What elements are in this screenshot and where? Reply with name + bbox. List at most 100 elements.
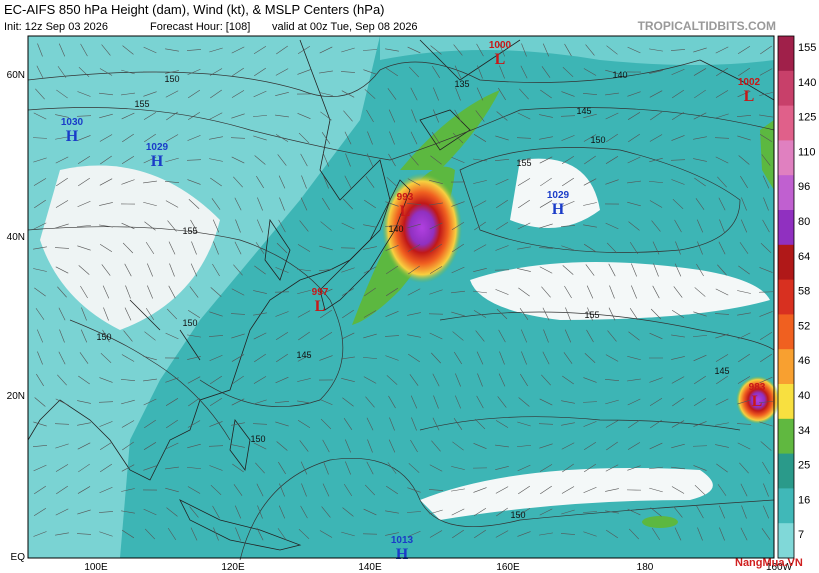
wind-barb xyxy=(583,243,597,253)
wind-barb xyxy=(278,219,286,233)
wind-barb xyxy=(539,200,553,208)
wind-barb xyxy=(762,219,770,233)
wind-barb xyxy=(253,135,267,141)
wind-barb xyxy=(277,528,287,540)
wind-barb xyxy=(759,114,773,118)
wind-barb xyxy=(693,311,707,317)
wind-barb xyxy=(564,43,572,57)
wind-barb xyxy=(366,109,374,123)
wind-barb xyxy=(498,87,506,101)
wind-barb xyxy=(362,49,378,51)
wind-barb xyxy=(495,135,509,141)
wind-barb xyxy=(299,440,309,452)
wind-barb xyxy=(253,399,267,405)
center-letter: H xyxy=(66,128,79,145)
wind-barb xyxy=(584,353,596,363)
wind-barb xyxy=(385,485,399,495)
wind-barb xyxy=(672,198,684,210)
wind-barb xyxy=(407,312,421,316)
wind-barb xyxy=(99,531,113,537)
wind-barb xyxy=(495,221,509,231)
wind-barb xyxy=(99,463,113,473)
wind-barb xyxy=(451,488,465,492)
wind-barb xyxy=(341,222,355,230)
contour-label: 135 xyxy=(454,79,469,89)
wind-barb xyxy=(605,222,619,230)
wind-barb xyxy=(498,373,506,387)
wind-barb xyxy=(341,531,355,537)
contour-label: 155 xyxy=(182,226,197,236)
wind-barb xyxy=(143,355,157,361)
wind-barb xyxy=(55,136,69,140)
center-value: 1029 xyxy=(146,142,169,153)
wind-barb xyxy=(232,463,244,473)
wind-barb xyxy=(739,462,749,474)
wind-barb xyxy=(364,287,376,297)
contour-label: 150 xyxy=(182,318,197,328)
wind-barb xyxy=(649,442,663,450)
wind-barb xyxy=(321,132,331,144)
wind-barb xyxy=(694,177,706,187)
wind-barb xyxy=(671,179,685,185)
lon-label: 140E xyxy=(358,562,382,573)
wind-barb xyxy=(253,332,267,340)
colorbar: 155 140 125 110 96 80 64 58 52 46 40 34 25 16 7 xyxy=(777,35,816,559)
wind-barb xyxy=(759,92,773,96)
wind-barb xyxy=(187,466,201,470)
wind-barb xyxy=(166,419,178,429)
wind-barb xyxy=(235,527,241,541)
wind-barb xyxy=(586,285,594,299)
wind-barb xyxy=(276,441,288,451)
wind-barb xyxy=(342,397,354,407)
wind-barb xyxy=(275,114,289,118)
wind-barb xyxy=(388,109,396,123)
colorbar-segment xyxy=(778,488,794,524)
wind-barb xyxy=(125,285,131,299)
wind-barb xyxy=(671,486,685,494)
wind-barb xyxy=(165,487,179,493)
wind-barb xyxy=(363,508,377,516)
lon-label: 120E xyxy=(221,562,245,573)
wind-barb xyxy=(762,461,770,475)
wind-barb xyxy=(209,421,223,427)
wind-barb xyxy=(562,265,574,275)
wind-barb xyxy=(320,309,332,319)
wind-barb xyxy=(740,483,748,497)
wind-barb xyxy=(451,222,465,230)
wind-barb xyxy=(56,89,68,99)
wind-barb xyxy=(715,422,729,426)
wind-barb xyxy=(384,225,400,227)
colorbar-segment xyxy=(778,453,794,489)
wind-barb xyxy=(694,89,706,99)
lon-label: 180 xyxy=(637,562,654,573)
calm-area xyxy=(420,468,713,520)
wind-barb xyxy=(234,197,242,211)
wind-barb xyxy=(341,47,355,53)
wind-barb xyxy=(35,88,45,100)
wind-barb xyxy=(428,489,444,491)
wind-barb xyxy=(166,507,178,517)
wind-barb xyxy=(231,288,245,296)
wind-barb xyxy=(605,354,619,362)
wind-barb xyxy=(454,109,462,123)
wind-barb xyxy=(276,242,288,254)
wind-barb xyxy=(693,354,707,362)
contour-label: 150 xyxy=(510,510,525,520)
colorbar-segment xyxy=(778,244,794,281)
wind-barb xyxy=(209,354,223,362)
center-value: 1013 xyxy=(391,535,414,546)
wind-barb xyxy=(451,508,465,516)
wind-barb xyxy=(583,68,597,76)
wind-barb xyxy=(254,353,266,363)
wind-barb xyxy=(649,70,663,74)
wind-barb xyxy=(209,375,223,385)
wind-barb xyxy=(300,505,308,519)
wind-barb xyxy=(473,310,487,318)
wind-barb xyxy=(143,378,157,382)
wind-barb xyxy=(32,137,48,139)
wind-barb xyxy=(36,65,44,79)
wind-barb xyxy=(452,243,464,253)
colorbar-segment xyxy=(778,349,794,385)
wind-barb xyxy=(763,483,769,497)
wind-barb xyxy=(692,445,708,447)
